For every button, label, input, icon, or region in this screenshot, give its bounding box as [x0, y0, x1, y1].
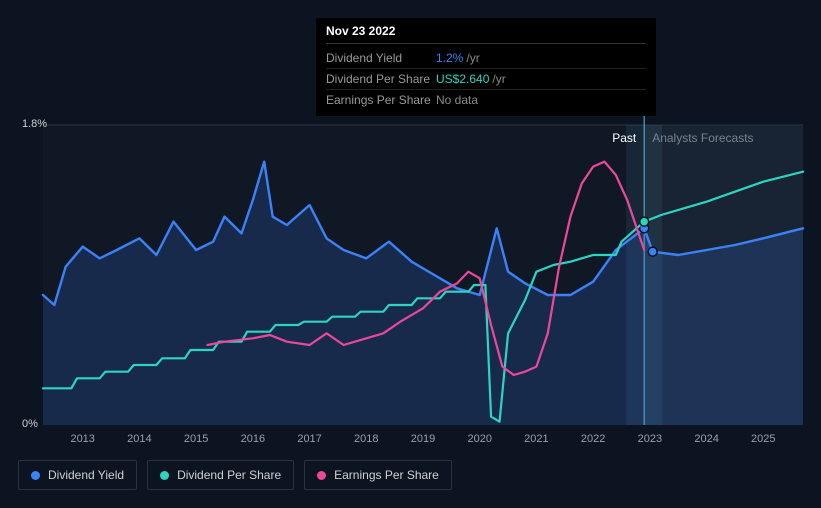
tooltip-label: Dividend Yield	[326, 51, 436, 65]
tooltip-row: Earnings Per ShareNo data	[326, 90, 646, 110]
tooltip-unit: /yr	[466, 51, 479, 65]
dividend-chart[interactable]: 1.8% 0% 2013 2014 2015 2016 2017 2018 2019 2020 2…	[18, 105, 808, 450]
legend-dot-icon	[160, 471, 169, 480]
legend-item[interactable]: Dividend Per Share	[147, 460, 294, 490]
chart-tooltip: Nov 23 2022 Dividend Yield1.2%/yrDividen…	[316, 18, 656, 116]
legend-label: Earnings Per Share	[334, 468, 439, 482]
chart-legend: Dividend Yield Dividend Per Share Earnings…	[18, 460, 452, 490]
x-axis-tick: 2018	[354, 433, 378, 445]
x-axis-tick: 2017	[297, 433, 321, 445]
forecast-region-label: Analysts Forecasts	[652, 131, 753, 145]
tooltip-label: Dividend Per Share	[326, 72, 436, 86]
tooltip-value: US$2.640	[436, 72, 489, 86]
x-axis-tick: 2014	[127, 433, 151, 445]
tooltip-date: Nov 23 2022	[326, 24, 646, 44]
tooltip-value: 1.2%	[436, 51, 463, 65]
y-axis-tick: 1.8%	[22, 118, 47, 130]
past-region-label: Past	[612, 131, 636, 145]
tooltip-label: Earnings Per Share	[326, 93, 436, 107]
tooltip-row: Dividend Yield1.2%/yr	[326, 48, 646, 69]
x-axis-tick: 2013	[70, 433, 94, 445]
tooltip-unit: /yr	[492, 72, 505, 86]
x-axis-tick: 2021	[524, 433, 548, 445]
legend-item[interactable]: Dividend Yield	[18, 460, 137, 490]
x-axis-tick: 2022	[581, 433, 605, 445]
legend-dot-icon	[317, 471, 326, 480]
x-axis-tick: 2019	[411, 433, 435, 445]
legend-dot-icon	[31, 471, 40, 480]
legend-label: Dividend Yield	[48, 468, 124, 482]
tooltip-value: No data	[436, 93, 478, 107]
x-axis-tick: 2020	[467, 433, 491, 445]
x-axis-tick: 2023	[638, 433, 662, 445]
legend-label: Dividend Per Share	[177, 468, 281, 482]
y-axis-tick: 0%	[22, 418, 38, 430]
x-axis-tick: 2015	[184, 433, 208, 445]
x-axis-tick: 2025	[751, 433, 775, 445]
legend-item[interactable]: Earnings Per Share	[304, 460, 452, 490]
tooltip-row: Dividend Per ShareUS$2.640/yr	[326, 69, 646, 90]
x-axis-tick: 2024	[694, 433, 718, 445]
x-axis-tick: 2016	[241, 433, 265, 445]
